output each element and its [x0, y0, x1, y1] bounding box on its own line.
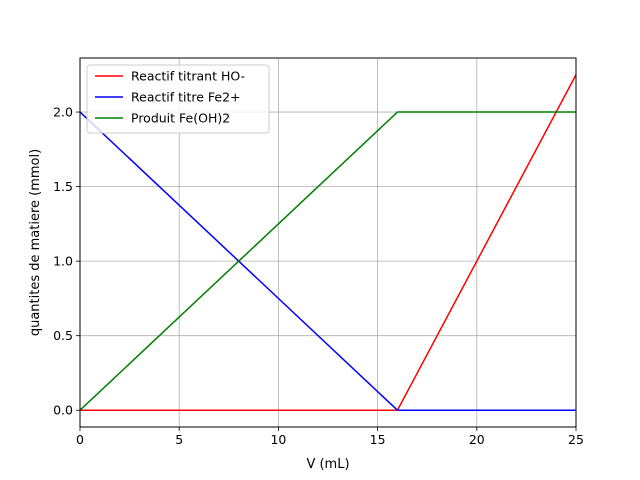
y-tick-label: 0.5 [53, 328, 73, 343]
x-tick-label: 15 [370, 432, 386, 447]
y-tick-label: 2.0 [53, 105, 73, 120]
x-tick-label: 0 [76, 432, 84, 447]
y-axis-label: quantites de matiere (mmol) [28, 149, 43, 336]
series-line [79, 111, 576, 411]
series-line [79, 111, 576, 411]
x-tick-label: 5 [175, 432, 183, 447]
y-tick-label: 0.0 [53, 403, 73, 418]
legend: Reactif titrant HO- Reactif titre Fe2+ Pro… [86, 64, 270, 134]
x-axis-label: V (mL) [306, 457, 349, 472]
x-tick-label: 20 [469, 432, 485, 447]
legend-label: Reactif titrant HO- [131, 69, 245, 84]
x-tick-label: 25 [568, 432, 584, 447]
plot-lines [79, 74, 577, 411]
y-tick-label: 1.0 [53, 254, 73, 269]
legend-box [86, 64, 270, 134]
legend-label: Reactif titre Fe2+ [131, 90, 241, 105]
y-tick-label: 1.5 [53, 179, 73, 194]
plot-frame [79, 57, 577, 428]
ticks: 0 5 10 15 20 25 0.0 0.5 1.0 1.5 2.0 [53, 105, 584, 447]
legend-label: Produit Fe(OH)2 [131, 111, 230, 126]
x-tick-label: 10 [270, 432, 286, 447]
